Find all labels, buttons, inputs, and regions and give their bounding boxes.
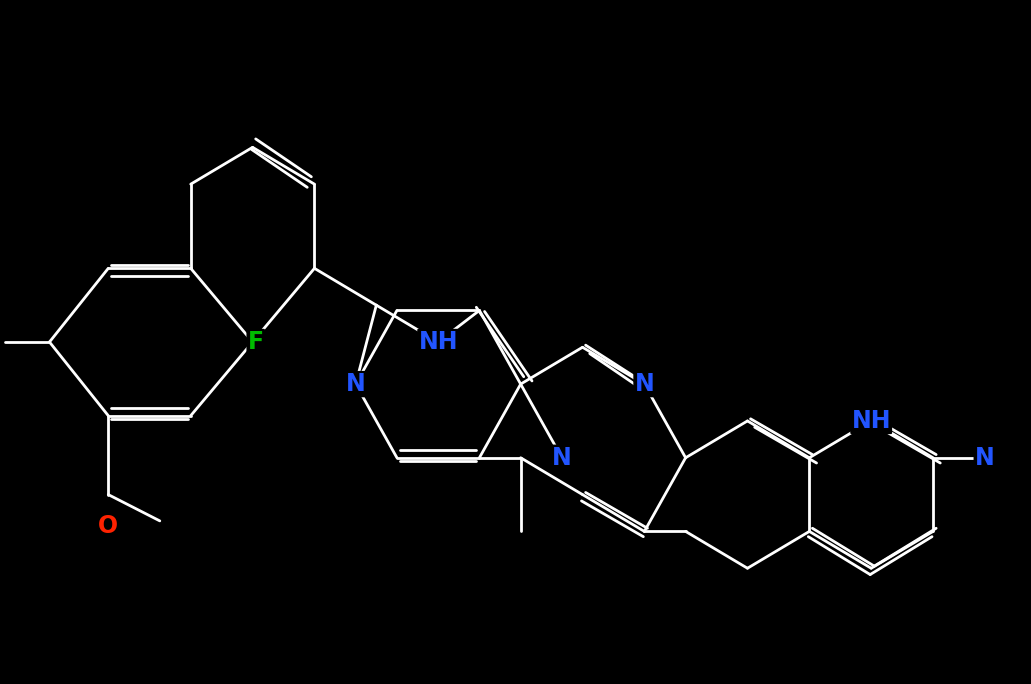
Text: NH: NH [852, 409, 891, 433]
Text: N: N [552, 446, 572, 470]
Text: N: N [634, 372, 655, 396]
Text: F: F [247, 330, 264, 354]
Text: O: O [98, 514, 119, 538]
Text: N: N [345, 372, 366, 396]
Text: N: N [974, 446, 995, 470]
Text: NH: NH [419, 330, 458, 354]
